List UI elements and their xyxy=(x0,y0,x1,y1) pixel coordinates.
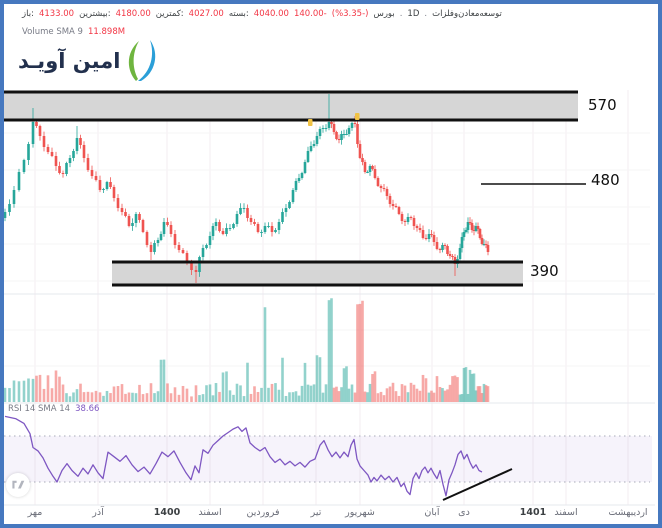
ohlc-segment-1: 4133.00 xyxy=(38,9,75,19)
axis-label-9: 1401 xyxy=(519,507,547,518)
brand-logo: امین آویـد xyxy=(18,40,160,82)
ohlc-segment-5: 4027.00 xyxy=(188,9,224,19)
volume-sma-value: 11.898M xyxy=(87,27,126,37)
symbol-info-row[interactable]: باز: 4133.00 بیشترین: 4180.00 کمترین: 4027.00… xyxy=(22,9,502,20)
rsi-value: 38.66 xyxy=(75,404,100,414)
ohlc-segment-9: (%3.35-) xyxy=(331,9,369,19)
ohlc-segment-13: . xyxy=(424,9,428,19)
axis-label-1: آذر xyxy=(92,507,104,518)
axis-label-5: تیر xyxy=(310,507,322,518)
ohlc-segment-10: بورس xyxy=(373,9,395,19)
ohlc-segment-4: کمترین: xyxy=(155,9,184,19)
axis-label-11: اردیبهشت xyxy=(608,507,648,518)
ohlc-segment-11: . xyxy=(399,9,403,19)
axis-label-7: آبان xyxy=(424,507,440,518)
volume-sma-label: Volume SMA 9 xyxy=(22,27,83,37)
brand-leaf-icon xyxy=(124,40,160,82)
ohlc-segment-3: 4180.00 xyxy=(115,9,151,19)
ohlc-segment-0: باز: xyxy=(22,9,34,19)
resistance-zone-label: 570 xyxy=(588,96,617,114)
rsi-indicator-row[interactable]: RSI 14 SMA 14 38.66 xyxy=(8,404,99,414)
axis-label-4: فروردین xyxy=(246,507,280,518)
axis-label-8: دی xyxy=(458,507,470,518)
axis-label-2: 1400 xyxy=(153,507,181,518)
ohlc-segment-2: بیشترین: xyxy=(79,9,111,19)
mid-level-label: 480 xyxy=(591,171,620,189)
support-zone-label: 390 xyxy=(530,262,559,280)
ohlc-segment-6: بسته: xyxy=(228,9,249,19)
ohlc-segment-8: 140.00- xyxy=(293,9,327,19)
volume-indicator-row[interactable]: Volume SMA 9 11.898M xyxy=(22,27,125,38)
ohlc-segment-14: توسعه‌معادن‌وفلزات xyxy=(432,9,502,19)
ohlc-segment-7: 4040.00 xyxy=(253,9,289,19)
tradingview-logo-icon[interactable] xyxy=(6,473,30,497)
axis-label-10: اسفند xyxy=(554,507,578,518)
axis-label-3: اسفند xyxy=(198,507,222,518)
axis-label-0: مهر xyxy=(27,507,43,518)
rsi-label: RSI 14 SMA 14 xyxy=(8,404,71,414)
axis-label-6: شهریور xyxy=(345,507,375,518)
brand-logo-text: امین آویـد xyxy=(18,49,121,73)
ohlc-segment-12: 1D xyxy=(407,9,420,19)
